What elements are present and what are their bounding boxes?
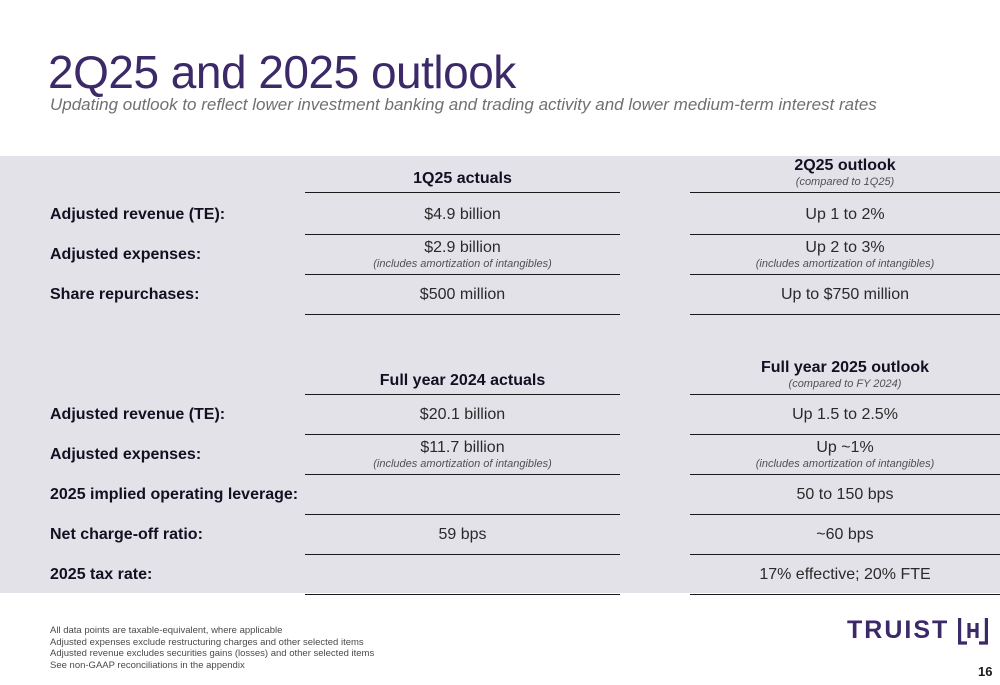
annual-actuals-header: Full year 2024 actuals <box>305 358 620 395</box>
annual-row-label: Adjusted expenses: <box>50 446 202 463</box>
cell-value: $11.7 billion <box>420 439 505 456</box>
annual-actual-cell: 59 bps <box>305 515 620 555</box>
outlook-panel <box>0 156 1000 593</box>
annual-row-label: 2025 implied operating leverage: <box>50 486 299 503</box>
cell-value: 17% effective; 20% FTE <box>759 565 931 583</box>
annual-row-label: Net charge-off ratio: <box>50 526 203 543</box>
annual-actual-cell: $20.1 billion <box>305 395 620 435</box>
cell-value: $500 million <box>419 285 506 303</box>
annual-row-label: Adjusted revenue (TE): <box>50 406 226 423</box>
logo-wordmark: TRUIST <box>847 616 950 644</box>
cell-value: Up 1 to 2% <box>805 205 885 223</box>
annual-outlook-cell: Up ~1% (includes amortization of intangi… <box>690 435 1000 475</box>
cell-value: $2.9 billion <box>424 239 501 256</box>
annual-outlook-cell: Up 1.5 to 2.5% <box>690 395 1000 435</box>
quarterly-outlook-header: 2Q25 outlook (compared to 1Q25) <box>690 156 1000 193</box>
truist-logo: TRUIST <box>847 614 989 647</box>
footnotes: All data points are taxable-equivalent, … <box>50 625 374 671</box>
cell-value: $4.9 billion <box>424 205 501 223</box>
quarterly-outlook-cell: Up 1 to 2% <box>690 195 1000 235</box>
quarterly-row-label: Adjusted expenses: <box>50 246 202 263</box>
footnote: Adjusted expenses exclude restructuring … <box>50 636 364 648</box>
annual-outlook-cell: ~60 bps <box>690 515 1000 555</box>
quarterly-outlook-cell: Up to $750 million <box>690 275 1000 315</box>
cell-value: 50 to 150 bps <box>796 485 894 503</box>
annual-row-label: 2025 tax rate: <box>50 566 153 583</box>
cell-value: Up to $750 million <box>780 285 910 303</box>
cell-note: (includes amortization of intangibles) <box>373 458 552 470</box>
annual-outlook-header-label: Full year 2025 outlook <box>760 359 930 376</box>
quarterly-row-label: Adjusted revenue (TE): <box>50 206 226 223</box>
annual-actuals-header-label: Full year 2024 actuals <box>379 372 546 389</box>
page-number: 16 <box>978 664 993 679</box>
quarterly-row-label: Share repurchases: <box>50 286 200 303</box>
annual-outlook-cell: 50 to 150 bps <box>690 475 1000 515</box>
footnote: All data points are taxable-equivalent, … <box>50 625 283 636</box>
page-title: 2Q25 and 2025 outlook <box>48 46 516 98</box>
quarterly-actual-cell: $4.9 billion <box>305 195 620 235</box>
quarterly-actual-cell: $2.9 billion (includes amortization of i… <box>305 235 620 275</box>
cell-value: 59 bps <box>438 525 487 543</box>
cell-value: Up 1.5 to 2.5% <box>792 405 898 423</box>
truist-mark-icon <box>958 618 989 645</box>
footnote: See non-GAAP reconciliations in the appe… <box>50 659 245 671</box>
cell-value: $20.1 billion <box>419 405 506 423</box>
footnote: Adjusted revenue excludes securities gai… <box>50 648 375 659</box>
quarterly-outlook-header-label: 2Q25 outlook <box>794 157 896 174</box>
page-subtitle: Updating outlook to reflect lower invest… <box>50 95 877 114</box>
cell-note: (includes amortization of intangibles) <box>755 258 935 270</box>
quarterly-actuals-header-label: 1Q25 actuals <box>413 170 512 187</box>
annual-outlook-header-note: (compared to FY 2024) <box>788 378 902 390</box>
quarterly-actuals-header: 1Q25 actuals <box>305 160 620 193</box>
cell-note: (includes amortization of intangibles) <box>373 258 552 270</box>
cell-value: ~60 bps <box>816 525 874 543</box>
quarterly-outlook-header-note: (compared to 1Q25) <box>795 176 895 188</box>
cell-value: Up ~1% <box>816 439 874 456</box>
annual-actual-cell <box>305 475 620 515</box>
annual-outlook-header: Full year 2025 outlook (compared to FY 2… <box>690 355 1000 395</box>
quarterly-actual-cell: $500 million <box>305 275 620 315</box>
cell-note: (includes amortization of intangibles) <box>755 458 935 470</box>
quarterly-outlook-cell: Up 2 to 3% (includes amortization of int… <box>690 235 1000 275</box>
cell-value: Up 2 to 3% <box>805 239 885 256</box>
annual-actual-cell: $11.7 billion (includes amortization of … <box>305 435 620 475</box>
annual-actual-cell <box>305 555 620 595</box>
annual-outlook-cell: 17% effective; 20% FTE <box>690 555 1000 595</box>
